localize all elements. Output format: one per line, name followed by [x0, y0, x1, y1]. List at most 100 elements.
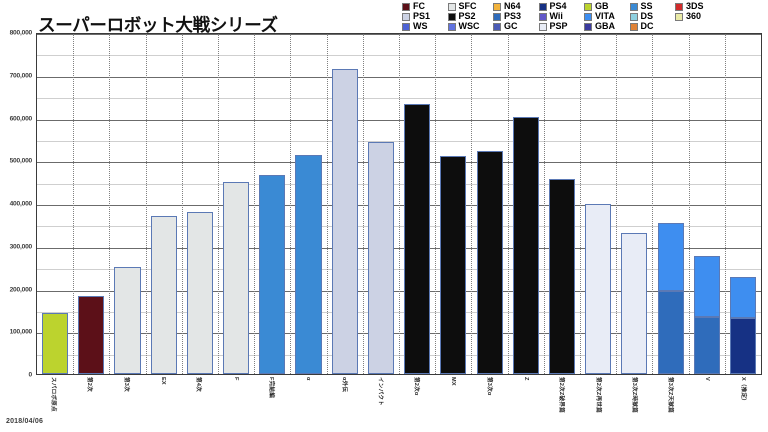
x-axis-tick-label: 第3次	[122, 377, 129, 392]
bar-segment-psp[interactable]	[621, 232, 648, 374]
bar-slot	[725, 34, 761, 374]
legend-item-3ds[interactable]: 3DS	[675, 1, 721, 12]
bar-slot	[73, 34, 109, 374]
legend-item-gc[interactable]: GC	[493, 22, 539, 32]
legend-item-ps4[interactable]: PS4	[538, 1, 585, 12]
legend-item-n64[interactable]: N64	[493, 1, 539, 12]
bar-segment-ps2[interactable]	[404, 104, 431, 374]
bar-segment-sfc[interactable]	[223, 182, 250, 374]
x-axis-tick-label: 第2次α	[413, 377, 420, 396]
legend-item-sfc[interactable]: SFC	[447, 1, 494, 12]
bar-segment-ps2[interactable]	[548, 179, 575, 374]
bar-stack[interactable]	[186, 211, 213, 374]
bar-stack[interactable]	[404, 104, 431, 374]
bar-segment-ps4[interactable]	[729, 318, 756, 374]
bar-segment-gb[interactable]	[42, 312, 69, 374]
bar-segment-ps3[interactable]	[657, 290, 684, 374]
legend-item-psp[interactable]: PSP	[538, 21, 585, 32]
bar-segment-psp[interactable]	[585, 203, 612, 374]
legend-item-dc[interactable]: DC	[629, 22, 676, 32]
legend-item-gba[interactable]: GBA	[584, 22, 630, 32]
bar-slot	[652, 34, 688, 374]
bar-segment-ps2[interactable]	[512, 116, 539, 374]
bar-segment-fc[interactable]	[78, 296, 105, 374]
bar-segment-sfc[interactable]	[114, 267, 141, 374]
bar-stack[interactable]	[42, 312, 69, 374]
bar-stack[interactable]	[476, 151, 503, 374]
x-axis-label-slot: 第3次α	[472, 376, 508, 422]
legend-item-ps2[interactable]: PS2	[447, 11, 494, 22]
legend-swatch-icon	[584, 2, 592, 11]
gridline-vertical	[254, 34, 256, 374]
gridline-vertical	[435, 34, 437, 374]
x-axis: スパロボ原点 第2次 第3次 EX 第4次 F F完結編 α α外伝 インパクト 第2次α MX 第3次…	[36, 376, 762, 422]
bar-stack[interactable]	[621, 232, 648, 374]
bar-stack[interactable]	[512, 116, 539, 374]
bar-segment-sfc[interactable]	[150, 215, 177, 374]
bar-stack[interactable]	[585, 203, 612, 374]
bar-stack[interactable]	[367, 141, 394, 374]
gridline-vertical	[326, 34, 328, 374]
bar-slot	[689, 34, 725, 374]
legend-item-wsc[interactable]: WSC	[447, 22, 494, 32]
bar-segment-ss[interactable]	[259, 175, 286, 374]
legend-item-ss[interactable]: SS	[629, 1, 676, 12]
x-axis-tick-label: X（推定）	[739, 377, 746, 405]
legend-item-wii[interactable]: Wii	[538, 11, 585, 22]
legend-item-label: SS	[640, 1, 653, 11]
bar-segment-vita[interactable]	[657, 223, 684, 291]
legend-item-ps1[interactable]: PS1	[402, 11, 448, 22]
legend-swatch-icon	[629, 2, 638, 11]
bar-slot	[616, 34, 652, 374]
bar-stack[interactable]	[331, 69, 358, 374]
bar-series	[37, 34, 761, 374]
legend-swatch-icon	[447, 12, 456, 21]
bar-segment-ps2[interactable]	[476, 151, 503, 374]
x-axis-label-slot: Z	[508, 376, 544, 422]
bar-stack[interactable]	[657, 223, 684, 374]
x-axis-label-slot: 第2次Z破界篇	[544, 376, 580, 422]
legend-swatch-icon	[538, 2, 547, 11]
bar-segment-ps1[interactable]	[367, 141, 394, 374]
legend-item-fc[interactable]: FC	[402, 1, 448, 12]
legend-item-label: PSP	[549, 21, 568, 32]
bar-stack[interactable]	[150, 215, 177, 374]
legend-swatch-icon	[584, 22, 592, 31]
bar-segment-ps2[interactable]	[440, 155, 467, 374]
x-axis-label-slot: EX	[145, 376, 181, 422]
bar-segment-ss[interactable]	[295, 154, 322, 374]
legend-item-label: PS1	[413, 11, 431, 22]
bar-segment-sfc[interactable]	[186, 211, 213, 374]
bar-stack[interactable]	[223, 182, 250, 374]
bar-stack[interactable]	[295, 154, 322, 374]
bar-stack[interactable]	[114, 267, 141, 374]
bar-stack[interactable]	[729, 276, 756, 374]
bar-stack[interactable]	[440, 155, 467, 374]
x-axis-tick-label: MX	[450, 377, 457, 386]
legend-item-ws[interactable]: WS	[402, 22, 448, 32]
bar-stack[interactable]	[78, 296, 105, 374]
bar-slot	[508, 34, 544, 374]
x-axis-tick-label: 第2次Z再世篇	[594, 377, 601, 413]
bar-stack[interactable]	[259, 175, 286, 374]
legend-item-gb[interactable]: GB	[584, 1, 630, 12]
x-axis-label-slot: MX	[435, 376, 471, 422]
bar-stack[interactable]	[693, 255, 720, 374]
x-axis-tick-label: EX	[160, 377, 167, 385]
bar-segment-vita[interactable]	[693, 255, 720, 318]
bar-segment-ps3[interactable]	[693, 317, 720, 374]
x-axis-tick-label: 第2次Z破界篇	[558, 377, 565, 413]
y-axis-tick-label: 0	[28, 371, 33, 379]
legend-item-360[interactable]: 360	[675, 11, 721, 22]
legend-item-ps3[interactable]: PS3	[493, 11, 539, 22]
bar-segment-ps1[interactable]	[331, 69, 358, 374]
x-axis-label-slot: F	[217, 376, 253, 422]
legend-item-vita[interactable]: VITA	[584, 11, 630, 22]
bar-segment-vita[interactable]	[729, 276, 756, 319]
legend-swatch-icon	[538, 22, 547, 31]
gridline-vertical	[218, 34, 219, 374]
legend-item-ds[interactable]: DS	[629, 11, 676, 22]
y-axis-tick-label: 800,000	[9, 29, 33, 37]
bar-stack[interactable]	[548, 179, 575, 374]
x-axis-tick-label: インパクト	[376, 377, 383, 406]
